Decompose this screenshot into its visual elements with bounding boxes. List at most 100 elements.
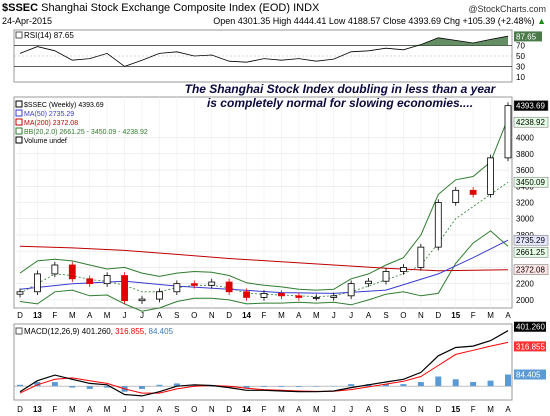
price-value-badge-label: 2661.25: [516, 248, 545, 257]
macd-histogram-bar: [104, 386, 111, 388]
x-axis-label-bottom: A: [87, 405, 93, 414]
x-axis-label-top: J: [140, 311, 144, 320]
price-legend-icon: [15, 109, 23, 117]
x-axis-label-bottom: M: [487, 405, 494, 414]
macd-histogram-bar: [435, 376, 442, 387]
price-tick-label: 3600: [516, 166, 534, 175]
macd-legend-icon: [15, 327, 23, 335]
price-value-badge-label: 2372.08: [516, 266, 545, 275]
price-candle-body: [382, 271, 390, 282]
x-axis-label-top: N: [418, 311, 424, 320]
x-axis-label-top: A: [157, 311, 163, 320]
x-axis-label-top: M: [278, 311, 285, 320]
annotation-line-1: The Shanghai Stock Index doubling in les…: [185, 82, 497, 96]
rsi-tick-label: 70: [516, 42, 525, 51]
symbol: $SSEC: [2, 2, 39, 14]
x-axis-label-top: D: [17, 311, 23, 320]
x-axis-label-bottom: J: [140, 405, 144, 414]
macd-histogram-bar: [51, 382, 58, 387]
price-candle-body: [121, 275, 128, 302]
price-legend-icon: [15, 118, 23, 126]
x-axis-label-top: F: [52, 311, 57, 320]
x-axis-label-bottom: J: [123, 405, 127, 414]
x-axis-label-top: A: [366, 311, 372, 320]
x-axis-label-bottom: A: [296, 405, 302, 414]
price-candle-body: [295, 295, 303, 298]
price-candle-body: [34, 273, 41, 293]
macd-histogram-bar: [226, 386, 233, 388]
macd-histogram-bar: [313, 386, 320, 387]
rsi-tick-label: 50: [516, 52, 525, 61]
rsi-overbought-fill: [20, 36, 508, 46]
x-axis-label-bottom: J: [349, 405, 353, 414]
price-candle-body: [208, 281, 216, 286]
x-axis-label-top: F: [471, 311, 476, 320]
price-value-badge: [513, 246, 549, 258]
x-axis-label-bottom: M: [278, 405, 285, 414]
macd-histogram-bar: [417, 382, 424, 387]
price-tick-label: 3200: [516, 199, 534, 208]
price-tick-label: 3800: [516, 150, 534, 159]
macd-histogram-bar: [208, 386, 215, 387]
price-value-badge-label: 4393.69: [516, 102, 545, 111]
x-axis-label-top: M: [487, 311, 494, 320]
price-tick-label: 2000: [516, 296, 534, 305]
x-axis-label-top: A: [296, 311, 302, 320]
price-candle-body: [260, 292, 268, 298]
macd-histogram-bar: [156, 384, 163, 387]
x-axis-label-bottom: M: [69, 405, 76, 414]
rsi-tick-label: 30: [516, 62, 525, 71]
price-candle-body: [347, 283, 355, 297]
macd-signal-line: [19, 341, 509, 394]
macd-value-badge: [514, 341, 546, 352]
x-axis-label-bottom: 15: [451, 405, 460, 414]
x-axis-label-top: N: [209, 311, 215, 320]
macd-histogram-bar: [243, 386, 250, 389]
quote-line: Open 4301.35 High 4444.41 Low 4188.57 Cl…: [213, 16, 546, 26]
x-axis-label-top: S: [383, 311, 388, 320]
index-name: Shanghai Stock Exchange Composite Index …: [41, 2, 290, 14]
macd-histogram-bar: [348, 384, 355, 387]
macd-histogram-bar: [400, 384, 407, 387]
change-value: Chg +105.39 (+2.48%): [443, 16, 535, 26]
price-candle-body: [487, 157, 494, 195]
x-axis-label-top: D: [435, 311, 441, 320]
bb-lower-line: [19, 230, 509, 312]
price-candle-body: [400, 267, 407, 272]
ma200-line: [19, 245, 509, 272]
macd-panel-frame: [13, 323, 513, 401]
macd-histogram-bar: [69, 386, 76, 388]
price-candle-body: [330, 295, 338, 298]
x-axis-label-bottom: J: [332, 405, 336, 414]
rsi-legend: RSI(14) 87.65: [24, 31, 74, 40]
price-legend-entry: MA(50) 2735.29: [24, 111, 74, 118]
x-axis-label-top: M: [104, 311, 111, 320]
x-axis-label-top: S: [174, 311, 179, 320]
price-candle-body: [469, 189, 477, 195]
x-axis-label-bottom: 14: [242, 405, 251, 414]
price-value-badge: [513, 264, 549, 275]
price-candle-body: [452, 189, 460, 203]
macd-histogram-bar: [383, 384, 389, 387]
price-candle-body: [225, 281, 233, 293]
macd-legend: MACD(12,26,9) 401.260, 316.855, 84.405: [24, 327, 174, 336]
price-legend-entry: BB(20,2.0) 2661.25 - 3450.09 - 4238.92: [24, 129, 148, 136]
x-axis-label-bottom: N: [209, 405, 215, 414]
macd-value-badge-label: 401.260: [516, 323, 545, 332]
price-candle-body: [173, 283, 181, 293]
chart-title: $SSEC Shanghai Stock Exchange Composite …: [2, 2, 319, 14]
price-legend-entry: Volume undef: [24, 138, 67, 145]
macd-histogram-bar: [278, 386, 285, 387]
macd-histogram-bar: [487, 380, 494, 387]
x-axis-label-top: J: [349, 311, 353, 320]
price-candle-body: [312, 297, 320, 299]
x-axis-label-bottom: D: [226, 405, 232, 414]
x-axis-label-bottom: S: [174, 405, 179, 414]
price-candle-body: [86, 278, 94, 285]
x-axis-label-bottom: A: [157, 405, 163, 414]
macd-histogram-bar: [86, 386, 93, 389]
macd-histogram-bar: [452, 379, 459, 387]
price-value-badge-label: 3450.09: [516, 178, 545, 187]
price-value-badge: [513, 100, 549, 111]
